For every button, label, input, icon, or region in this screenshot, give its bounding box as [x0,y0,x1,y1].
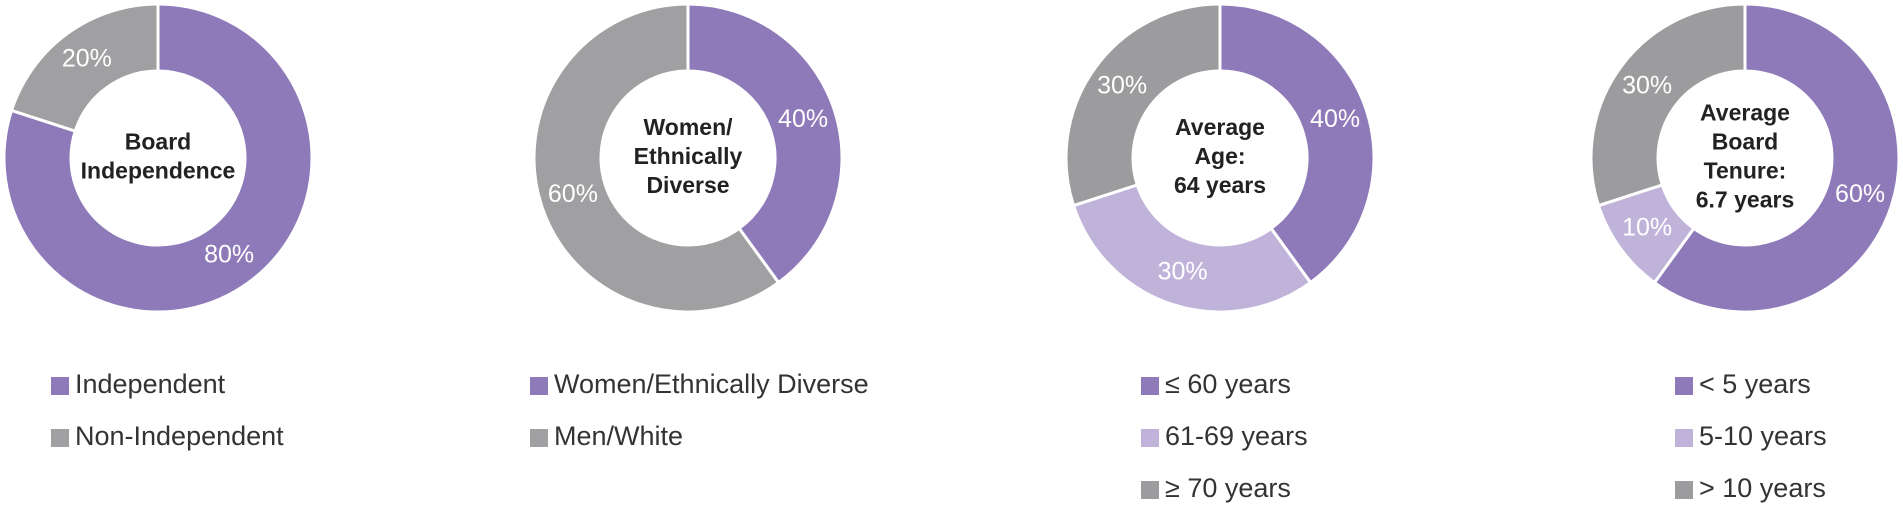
donut-segment [1218,2,1376,285]
value-label: 10% [1622,214,1672,242]
center-title: Age: [1194,143,1245,169]
legend-label: Men/White [554,421,683,451]
value-label: 40% [1310,105,1360,133]
legend-label: ≤ 60 years [1165,369,1291,399]
donut-segment [2,2,314,314]
legend-label: ≥ 70 years [1165,473,1291,503]
value-label: 80% [204,241,254,269]
center-title: Women/ [643,114,733,140]
center-title: Board [125,129,191,155]
legend-label: 5-10 years [1699,421,1827,451]
donut-segment [686,2,844,285]
legend-swatch [51,377,69,395]
legend-swatch [530,429,548,447]
donut-segment [9,2,160,134]
legend-swatch [1675,377,1693,395]
legend-label: > 10 years [1699,473,1826,503]
value-label: 40% [778,105,828,133]
center-title: Tenure: [1704,158,1787,184]
center-title: Average [1700,100,1790,126]
value-label: 30% [1097,71,1147,99]
center-title: 64 years [1174,172,1266,198]
center-title: Ethnically [634,143,743,169]
value-label: 20% [62,45,112,73]
donut-segment [1589,2,1747,208]
legend-label: Non-Independent [75,421,284,451]
legend-swatch [1141,481,1159,499]
legend-swatch [1675,429,1693,447]
legend-swatch [1141,429,1159,447]
value-label: 60% [1835,180,1885,208]
donut-segment [1652,2,1901,314]
legend-label: Women/Ethnically Diverse [554,369,869,399]
legend-swatch [51,429,69,447]
value-label: 60% [548,180,598,208]
legend-label: 61-69 years [1165,421,1308,451]
legend-label: Independent [75,369,226,399]
center-title: 6.7 years [1696,187,1794,213]
donut-segment [532,2,781,314]
center-title: Independence [81,158,236,184]
legend-label: < 5 years [1699,369,1811,399]
center-title: Board [1712,129,1778,155]
legend-swatch [530,377,548,395]
donut-segment [1071,182,1313,314]
legend-swatch [1141,377,1159,395]
legend-swatch [1675,481,1693,499]
center-title: Diverse [646,172,729,198]
value-label: 30% [1622,71,1672,99]
center-title: Average [1175,114,1265,140]
value-label: 30% [1158,258,1208,286]
donut-segment [1064,2,1222,208]
